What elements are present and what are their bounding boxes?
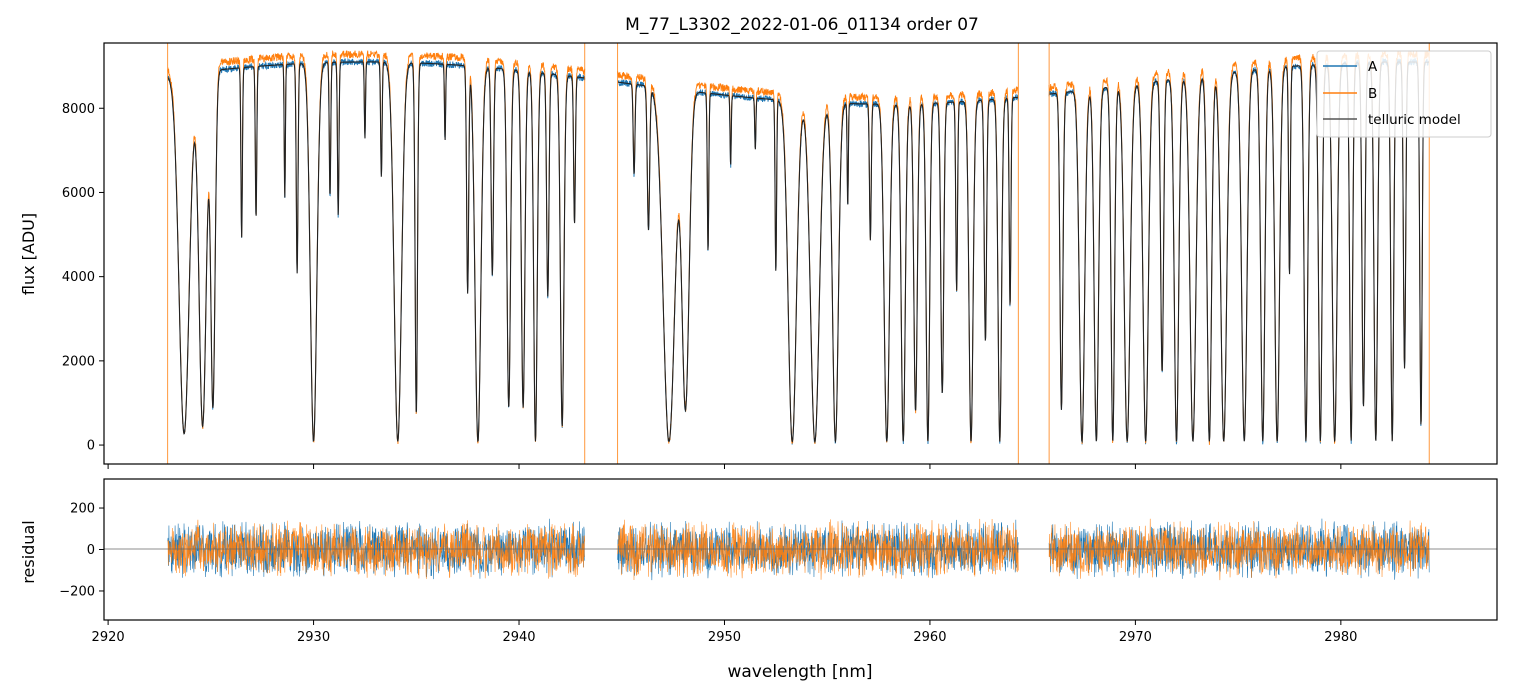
legend-label-telluric: telluric model	[1368, 112, 1461, 128]
residual-xtick-label: 2980	[1324, 630, 1357, 645]
residual-xtick-label: 2960	[913, 630, 946, 645]
legend-label-b: B	[1368, 86, 1377, 102]
legend-label-a: A	[1368, 59, 1378, 75]
residual-xtick-label: 2940	[502, 630, 535, 645]
residual-panel: −200 0 200 2920 2930 2940 2950 2960 2970 2980 re…	[19, 479, 1497, 682]
xlabel: wavelength [nm]	[727, 662, 872, 682]
flux-panel: 0 2000 4000 6000 8000 flux [ADU] A B telluri…	[19, 43, 1497, 469]
residual-xtick-label: 2970	[1119, 630, 1152, 645]
residual-xtick-label: 2920	[92, 630, 125, 645]
flux-ylabel: flux [ADU]	[19, 213, 38, 295]
residual-xtick-label: 2950	[708, 630, 741, 645]
flux-ytick-label: 8000	[62, 102, 95, 117]
residual-xtick-label: 2930	[297, 630, 330, 645]
flux-ytick-label: 0	[87, 439, 95, 454]
flux-ytick-label: 4000	[62, 270, 95, 285]
residual-ytick-label: 0	[87, 543, 95, 558]
residual-ytick-label: −200	[59, 584, 95, 599]
telluric-model-line	[168, 62, 585, 441]
residual-ylabel: residual	[19, 520, 38, 583]
legend: A B telluric model	[1317, 51, 1491, 137]
telluric-model-line	[618, 82, 1019, 442]
residual-ytick-label: 200	[70, 502, 95, 517]
chart-title: M_77_L3302_2022-01-06_01134 order 07	[625, 15, 979, 35]
flux-ytick-label: 2000	[62, 354, 95, 369]
flux-ytick-label: 6000	[62, 186, 95, 201]
